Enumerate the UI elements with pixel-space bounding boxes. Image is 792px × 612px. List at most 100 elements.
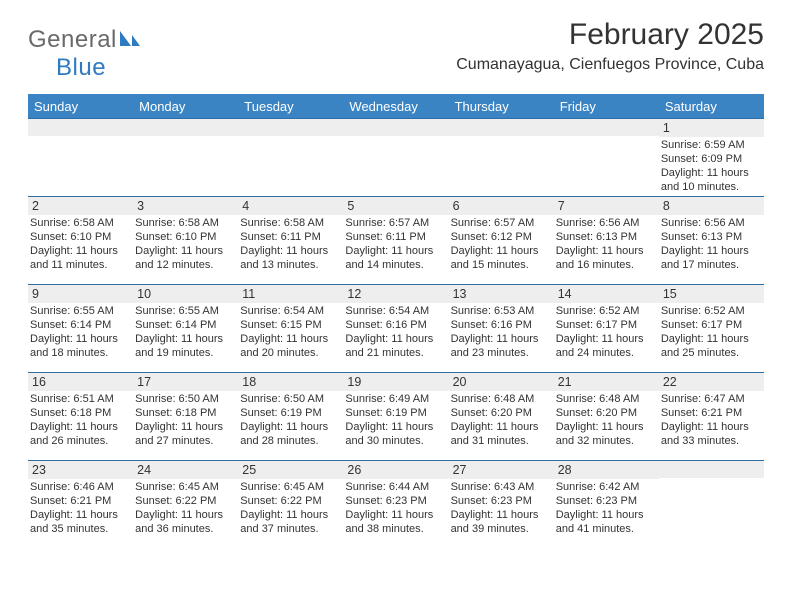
sunset-line: Sunset: 6:20 PM (451, 407, 552, 421)
day-number: 19 (343, 373, 448, 391)
day-details: Sunrise: 6:54 AMSunset: 6:15 PMDaylight:… (238, 303, 343, 360)
day-number: 5 (343, 197, 448, 215)
sunrise-line: Sunrise: 6:49 AM (345, 393, 446, 407)
day-header: Thursday (449, 95, 554, 119)
day-details: Sunrise: 6:44 AMSunset: 6:23 PMDaylight:… (343, 479, 448, 536)
sunset-line: Sunset: 6:17 PM (661, 319, 762, 333)
day-number (449, 119, 554, 136)
day-header: Sunday (28, 95, 133, 119)
day-number (238, 119, 343, 136)
daylight-line: Daylight: 11 hours and 25 minutes. (661, 333, 762, 361)
page-title: February 2025 (456, 18, 764, 52)
day-details: Sunrise: 6:53 AMSunset: 6:16 PMDaylight:… (449, 303, 554, 360)
day-number: 8 (659, 197, 764, 215)
calendar-cell: 22Sunrise: 6:47 AMSunset: 6:21 PMDayligh… (659, 373, 764, 461)
calendar-cell: 23Sunrise: 6:46 AMSunset: 6:21 PMDayligh… (28, 461, 133, 549)
sunrise-line: Sunrise: 6:50 AM (135, 393, 236, 407)
daylight-line: Daylight: 11 hours and 33 minutes. (661, 421, 762, 449)
daylight-line: Daylight: 11 hours and 10 minutes. (661, 167, 762, 195)
sunrise-line: Sunrise: 6:59 AM (661, 139, 762, 153)
day-number: 6 (449, 197, 554, 215)
day-details: Sunrise: 6:56 AMSunset: 6:13 PMDaylight:… (659, 215, 764, 272)
daylight-line: Daylight: 11 hours and 38 minutes. (345, 509, 446, 537)
calendar-week-row: 9Sunrise: 6:55 AMSunset: 6:14 PMDaylight… (28, 285, 764, 373)
sunset-line: Sunset: 6:16 PM (451, 319, 552, 333)
sunrise-line: Sunrise: 6:58 AM (135, 217, 236, 231)
daylight-line: Daylight: 11 hours and 20 minutes. (240, 333, 341, 361)
sunset-line: Sunset: 6:19 PM (345, 407, 446, 421)
day-header: Friday (554, 95, 659, 119)
day-number: 4 (238, 197, 343, 215)
sunset-line: Sunset: 6:11 PM (345, 231, 446, 245)
daylight-line: Daylight: 11 hours and 23 minutes. (451, 333, 552, 361)
location-subtitle: Cumanayagua, Cienfuegos Province, Cuba (456, 56, 764, 74)
day-details: Sunrise: 6:50 AMSunset: 6:18 PMDaylight:… (133, 391, 238, 448)
calendar-cell: 15Sunrise: 6:52 AMSunset: 6:17 PMDayligh… (659, 285, 764, 373)
calendar-week-row: 2Sunrise: 6:58 AMSunset: 6:10 PMDaylight… (28, 197, 764, 285)
daylight-line: Daylight: 11 hours and 28 minutes. (240, 421, 341, 449)
day-number: 13 (449, 285, 554, 303)
sunrise-line: Sunrise: 6:42 AM (556, 481, 657, 495)
day-number: 20 (449, 373, 554, 391)
sunrise-line: Sunrise: 6:48 AM (556, 393, 657, 407)
daylight-line: Daylight: 11 hours and 27 minutes. (135, 421, 236, 449)
calendar-cell: 2Sunrise: 6:58 AMSunset: 6:10 PMDaylight… (28, 197, 133, 285)
sunset-line: Sunset: 6:13 PM (556, 231, 657, 245)
sunset-line: Sunset: 6:18 PM (30, 407, 131, 421)
daylight-line: Daylight: 11 hours and 14 minutes. (345, 245, 446, 273)
day-header: Monday (133, 95, 238, 119)
calendar-cell: 20Sunrise: 6:48 AMSunset: 6:20 PMDayligh… (449, 373, 554, 461)
calendar-cell: 28Sunrise: 6:42 AMSunset: 6:23 PMDayligh… (554, 461, 659, 549)
day-number: 28 (554, 461, 659, 479)
sunset-line: Sunset: 6:17 PM (556, 319, 657, 333)
day-details: Sunrise: 6:45 AMSunset: 6:22 PMDaylight:… (238, 479, 343, 536)
sunrise-line: Sunrise: 6:54 AM (240, 305, 341, 319)
day-number: 26 (343, 461, 448, 479)
day-details: Sunrise: 6:55 AMSunset: 6:14 PMDaylight:… (28, 303, 133, 360)
sunset-line: Sunset: 6:16 PM (345, 319, 446, 333)
sunrise-line: Sunrise: 6:52 AM (556, 305, 657, 319)
sunrise-line: Sunrise: 6:56 AM (556, 217, 657, 231)
calendar-cell: 11Sunrise: 6:54 AMSunset: 6:15 PMDayligh… (238, 285, 343, 373)
sunrise-line: Sunrise: 6:45 AM (135, 481, 236, 495)
sunset-line: Sunset: 6:14 PM (135, 319, 236, 333)
day-number (28, 119, 133, 136)
sunset-line: Sunset: 6:21 PM (30, 495, 131, 509)
calendar-cell: 25Sunrise: 6:45 AMSunset: 6:22 PMDayligh… (238, 461, 343, 549)
day-details: Sunrise: 6:57 AMSunset: 6:11 PMDaylight:… (343, 215, 448, 272)
sunrise-line: Sunrise: 6:45 AM (240, 481, 341, 495)
day-details: Sunrise: 6:52 AMSunset: 6:17 PMDaylight:… (554, 303, 659, 360)
sunset-line: Sunset: 6:14 PM (30, 319, 131, 333)
day-details: Sunrise: 6:55 AMSunset: 6:14 PMDaylight:… (133, 303, 238, 360)
day-number: 23 (28, 461, 133, 479)
day-details: Sunrise: 6:59 AMSunset: 6:09 PMDaylight:… (659, 137, 764, 194)
calendar-table: Sunday Monday Tuesday Wednesday Thursday… (28, 94, 764, 549)
day-details: Sunrise: 6:58 AMSunset: 6:10 PMDaylight:… (28, 215, 133, 272)
logo-text-blue: Blue (56, 54, 106, 81)
day-number: 12 (343, 285, 448, 303)
sunset-line: Sunset: 6:10 PM (135, 231, 236, 245)
day-details: Sunrise: 6:49 AMSunset: 6:19 PMDaylight:… (343, 391, 448, 448)
day-details: Sunrise: 6:54 AMSunset: 6:16 PMDaylight:… (343, 303, 448, 360)
calendar-week-row: 1Sunrise: 6:59 AMSunset: 6:09 PMDaylight… (28, 119, 764, 197)
daylight-line: Daylight: 11 hours and 16 minutes. (556, 245, 657, 273)
day-number (343, 119, 448, 136)
sunrise-line: Sunrise: 6:52 AM (661, 305, 762, 319)
calendar-cell: 13Sunrise: 6:53 AMSunset: 6:16 PMDayligh… (449, 285, 554, 373)
calendar-cell: 17Sunrise: 6:50 AMSunset: 6:18 PMDayligh… (133, 373, 238, 461)
sunrise-line: Sunrise: 6:44 AM (345, 481, 446, 495)
day-details: Sunrise: 6:48 AMSunset: 6:20 PMDaylight:… (554, 391, 659, 448)
calendar-cell: 27Sunrise: 6:43 AMSunset: 6:23 PMDayligh… (449, 461, 554, 549)
sunset-line: Sunset: 6:12 PM (451, 231, 552, 245)
calendar-week-row: 16Sunrise: 6:51 AMSunset: 6:18 PMDayligh… (28, 373, 764, 461)
day-header: Saturday (659, 95, 764, 119)
sunset-line: Sunset: 6:23 PM (345, 495, 446, 509)
day-number: 16 (28, 373, 133, 391)
day-number: 2 (28, 197, 133, 215)
day-number: 18 (238, 373, 343, 391)
calendar-cell (133, 119, 238, 197)
daylight-line: Daylight: 11 hours and 17 minutes. (661, 245, 762, 273)
sunset-line: Sunset: 6:10 PM (30, 231, 131, 245)
sunset-line: Sunset: 6:20 PM (556, 407, 657, 421)
day-details: Sunrise: 6:50 AMSunset: 6:19 PMDaylight:… (238, 391, 343, 448)
